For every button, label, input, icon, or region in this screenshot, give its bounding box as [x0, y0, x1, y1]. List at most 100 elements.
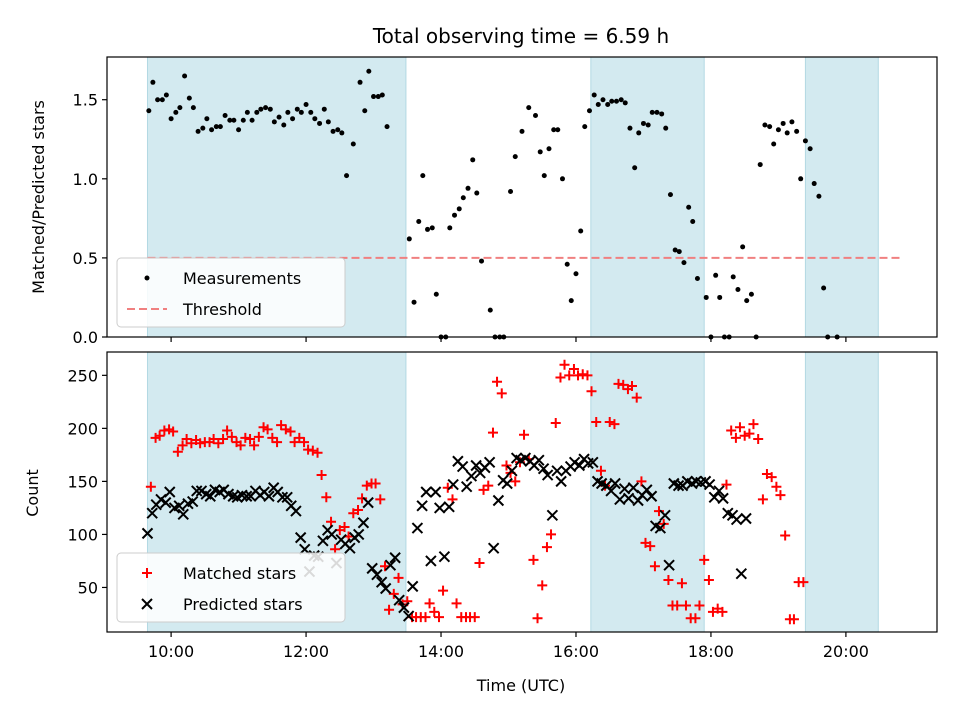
top-data-point: [425, 226, 431, 232]
bottom-data-point: [649, 561, 660, 572]
top-data-point: [258, 106, 264, 112]
top-data-point: [578, 228, 584, 234]
bottom-data-point: [280, 424, 291, 435]
bottom-data-point: [663, 559, 675, 571]
top-data-point: [690, 219, 696, 225]
top-panel: 0.0 0.5 1.0 1.5 Measurements Threshold: [73, 56, 938, 347]
top-data-point: [555, 127, 561, 133]
top-data-point: [357, 79, 363, 85]
top-data-point: [213, 124, 219, 130]
bottom-data-point: [744, 428, 755, 439]
bottom-data-point: [740, 512, 752, 525]
top-data-point: [794, 128, 800, 134]
top-data-point: [267, 106, 273, 112]
top-data-point: [325, 119, 331, 125]
bottom-x-tick-label: 16:00: [553, 642, 599, 661]
top-data-point: [420, 173, 426, 179]
top-data-point: [303, 101, 309, 107]
bottom-data-point: [303, 444, 314, 455]
bottom-data-point: [294, 531, 307, 544]
bottom-data-point: [690, 613, 701, 624]
top-data-point: [659, 111, 665, 117]
top-data-point: [362, 108, 368, 114]
bottom-data-point: [154, 430, 165, 441]
bottom-data-point: [609, 477, 621, 490]
top-data-point: [807, 146, 813, 152]
bottom-legend-marker: [141, 598, 153, 610]
top-data-point: [551, 127, 557, 133]
bottom-data-point: [366, 562, 378, 575]
bottom-data-point: [425, 555, 437, 567]
bottom-axes-frame: [106, 351, 938, 633]
bottom-data-point: [317, 535, 329, 547]
bottom-data-point: [173, 500, 185, 512]
bottom-data-point: [344, 542, 356, 554]
bottom-data-point: [235, 440, 246, 451]
top-data-point: [173, 109, 179, 115]
top-data-point: [546, 146, 552, 152]
top-data-point: [541, 173, 547, 179]
top-data-point: [339, 130, 345, 136]
bottom-data-point: [379, 582, 392, 595]
bottom-data-point: [416, 500, 428, 512]
bottom-data-point: [253, 431, 264, 442]
bottom-data-point: [636, 476, 647, 487]
top-data-point: [784, 130, 790, 136]
bottom-data-point: [393, 572, 404, 583]
bottom-data-point: [272, 437, 283, 448]
bottom-data-point: [788, 614, 799, 625]
top-axes-frame: [106, 56, 938, 338]
bottom-data-point: [564, 370, 575, 381]
top-data-point: [177, 105, 183, 111]
top-data-point: [744, 298, 750, 304]
top-data-point: [654, 109, 660, 115]
bottom-x-tick-label: 12:00: [283, 642, 329, 661]
top-data-point: [767, 124, 773, 130]
bottom-data-point: [533, 454, 545, 466]
bottom-data-point: [659, 509, 671, 522]
top-data-point: [460, 195, 466, 201]
top-data-point: [681, 260, 687, 266]
bottom-data-point: [694, 600, 705, 611]
top-data-point: [821, 285, 827, 291]
bottom-data-point: [172, 446, 183, 457]
top-data-point: [271, 119, 277, 125]
bottom-data-point: [546, 529, 557, 540]
bottom-data-point: [483, 456, 496, 469]
top-data-point: [636, 130, 642, 136]
bottom-data-point: [528, 554, 539, 565]
bottom-data-point: [398, 601, 410, 614]
top-data-point: [186, 95, 192, 101]
top-data-point: [182, 73, 188, 79]
top-data-point: [236, 127, 242, 133]
top-legend-marker: [144, 275, 150, 281]
bottom-data-point: [541, 542, 552, 553]
top-data-point: [209, 127, 215, 133]
top-data-point: [240, 117, 246, 123]
bottom-data-point: [312, 447, 323, 458]
top-shaded-interval: [804, 56, 879, 338]
bottom-data-point: [586, 386, 597, 397]
bottom-data-point: [433, 502, 446, 514]
bottom-data-point: [353, 505, 364, 516]
top-data-point: [200, 125, 206, 131]
bottom-data-point: [362, 496, 374, 509]
top-data-point: [519, 128, 525, 134]
bottom-data-point: [798, 577, 809, 588]
top-data-point: [811, 181, 817, 187]
bottom-y-tick-label: 250: [67, 366, 98, 385]
bottom-data-point: [487, 427, 498, 438]
top-data-point: [456, 206, 462, 212]
bottom-data-point: [321, 492, 332, 503]
bottom-data-point: [186, 495, 199, 508]
bottom-data-point: [177, 508, 189, 520]
bottom-data-point: [159, 496, 172, 509]
top-data-point: [649, 109, 655, 115]
top-data-point: [582, 124, 588, 130]
top-data-point: [344, 173, 350, 179]
bottom-data-point: [734, 422, 745, 433]
top-data-point: [416, 219, 422, 225]
top-data-point: [632, 165, 638, 171]
bottom-data-point: [555, 372, 566, 383]
top-data-point: [227, 117, 233, 123]
